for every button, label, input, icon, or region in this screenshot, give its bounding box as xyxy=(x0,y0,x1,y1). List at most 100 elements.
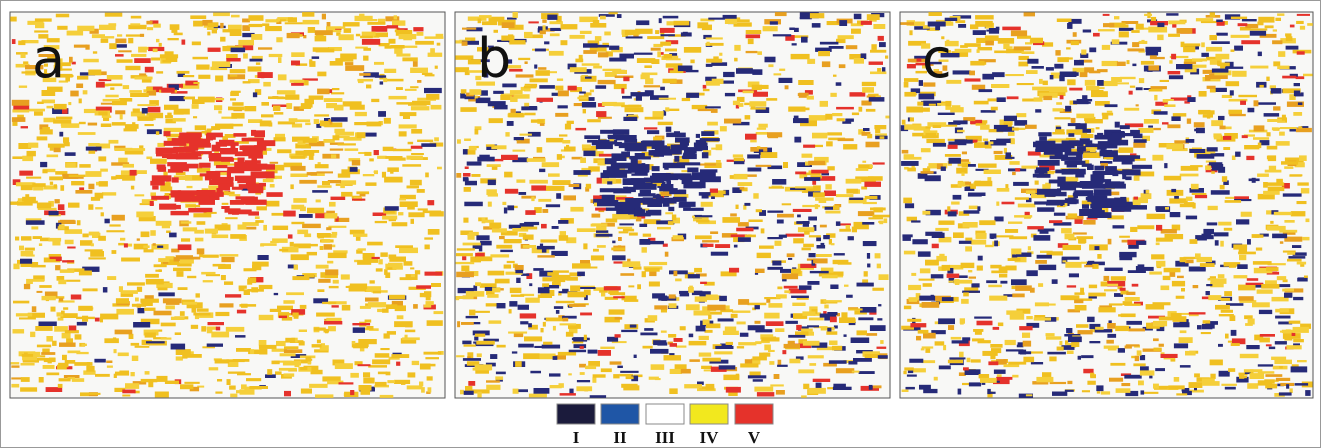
map-pixels xyxy=(1005,229,1018,233)
map-cluster xyxy=(634,213,651,217)
map-pixels xyxy=(394,48,402,54)
map-pixels xyxy=(1205,165,1211,170)
map-pixels xyxy=(623,229,634,232)
map-pixels xyxy=(689,341,707,346)
map-pixels xyxy=(26,177,41,179)
map-pixels xyxy=(963,367,969,370)
map-pixels xyxy=(617,366,623,368)
map-pixels xyxy=(990,344,1002,348)
map-pixels xyxy=(622,261,640,267)
map-pixels xyxy=(714,351,732,354)
map-pixels xyxy=(516,179,525,182)
map-pixels xyxy=(1293,339,1304,342)
map-pixels xyxy=(753,379,763,382)
map-pixels xyxy=(334,129,344,133)
map-pixels xyxy=(327,261,333,264)
map-pixels xyxy=(208,23,218,27)
map-cluster xyxy=(656,198,674,202)
map-pixels xyxy=(1155,368,1165,371)
map-pixels xyxy=(591,255,604,260)
map-pixels xyxy=(154,264,167,267)
map-pixels xyxy=(140,34,144,37)
map-pixels xyxy=(859,107,863,112)
map-pixels xyxy=(1002,27,1021,31)
map-pixels xyxy=(342,305,351,311)
map-pixels xyxy=(1065,262,1081,268)
map-pixels xyxy=(821,176,836,181)
map-pixels xyxy=(102,192,116,195)
map-pixels xyxy=(942,265,951,271)
map-pixels xyxy=(695,215,712,217)
map-pixels xyxy=(1174,343,1188,348)
map-pixels xyxy=(95,318,100,322)
map-pixels xyxy=(684,47,701,53)
map-pixels xyxy=(457,139,461,143)
map-pixels xyxy=(996,377,1012,380)
map-pixels xyxy=(918,251,931,256)
map-pixels xyxy=(19,171,33,176)
map-pixels xyxy=(1011,279,1027,285)
map-pixels xyxy=(720,126,727,131)
map-cluster xyxy=(1097,171,1116,175)
map-pixels xyxy=(674,21,690,26)
map-pixels xyxy=(412,101,431,105)
map-pixels xyxy=(363,48,371,51)
map-pixels xyxy=(804,177,820,181)
map-pixels xyxy=(585,77,592,79)
map-pixels xyxy=(949,281,954,283)
map-pixels xyxy=(60,220,75,223)
map-pixels xyxy=(41,352,55,355)
map-pixels xyxy=(1056,102,1062,105)
map-pixels xyxy=(962,152,967,155)
map-pixels xyxy=(577,97,588,99)
map-pixels xyxy=(190,15,206,19)
map-pixels xyxy=(180,259,194,263)
map-pixels xyxy=(425,272,443,276)
map-pixels xyxy=(702,240,719,242)
map-pixels xyxy=(396,87,403,90)
map-pixels xyxy=(37,203,51,209)
map-pixels xyxy=(988,361,998,365)
map-pixels xyxy=(146,87,153,91)
map-pixels xyxy=(158,292,174,296)
map-pixels xyxy=(11,377,21,379)
map-pixels xyxy=(462,41,468,46)
map-pixels xyxy=(423,211,441,214)
map-pixels xyxy=(644,65,652,68)
map-pixels xyxy=(513,389,519,394)
map-pixels xyxy=(807,281,819,285)
map-pixels xyxy=(987,142,993,145)
map-cluster xyxy=(692,172,716,179)
map-pixels xyxy=(637,58,655,63)
map-pixels xyxy=(135,194,145,196)
map-pixels xyxy=(634,355,637,358)
map-pixels xyxy=(187,276,196,278)
map-pixels xyxy=(387,380,395,383)
map-pixels xyxy=(1286,36,1293,41)
map-pixels xyxy=(542,209,548,213)
map-pixels xyxy=(1241,376,1247,378)
map-pixels xyxy=(708,18,726,20)
map-pixels xyxy=(403,46,417,48)
map-pixels xyxy=(44,358,56,362)
map-pixels xyxy=(183,227,197,231)
map-pixels xyxy=(1166,99,1174,101)
map-pixels xyxy=(1294,91,1300,97)
map-pixels xyxy=(680,326,686,330)
map-pixels xyxy=(378,111,386,117)
map-pixels xyxy=(1035,109,1041,112)
map-cluster xyxy=(245,160,261,164)
map-pixels xyxy=(101,39,109,43)
map-cluster xyxy=(653,152,664,157)
map-cluster xyxy=(172,177,179,182)
map-pixels xyxy=(361,390,371,394)
map-pixels xyxy=(911,273,916,276)
map-pixels xyxy=(411,129,422,134)
map-pixels xyxy=(642,247,647,253)
map-pixels xyxy=(1026,70,1038,74)
map-pixels xyxy=(1096,127,1100,129)
map-cluster xyxy=(1097,147,1107,150)
map-pixels xyxy=(590,23,606,28)
map-pixels xyxy=(1206,47,1222,52)
map-pixels xyxy=(740,363,758,367)
